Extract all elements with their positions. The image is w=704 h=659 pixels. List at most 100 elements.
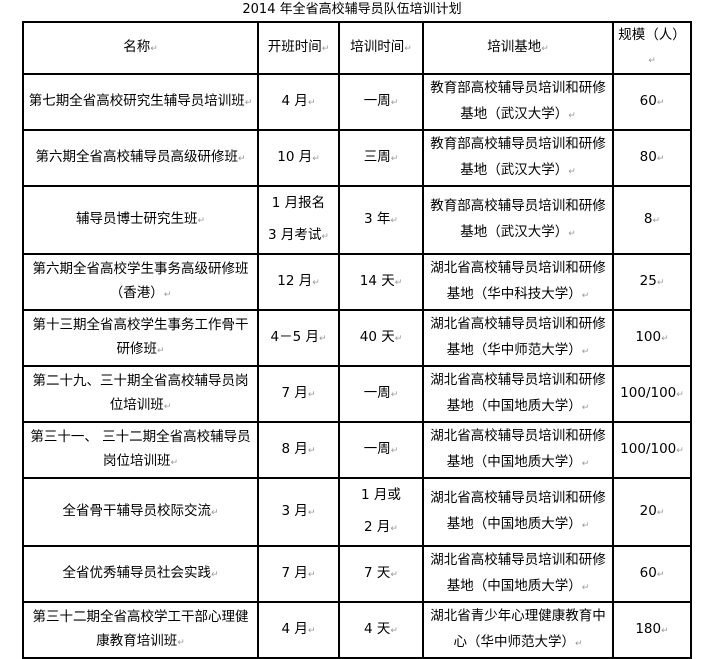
base-cell-line: 教育部高校辅导员培训和研修: [430, 198, 606, 214]
duration-cell-line: 一周: [341, 437, 421, 463]
name-cell-line: 全省优秀辅导员社会实践: [25, 561, 256, 587]
document-title: 2014 年全省高校辅导员队伍培训计划: [242, 2, 462, 17]
name-cell: 第三十二期全省高校学工干部心理健 康教育培训班: [22, 601, 259, 659]
start-cell: 8 月: [257, 421, 340, 479]
size-cell-text: 25: [640, 273, 665, 289]
base-cell-line: 基地（中国地质大学）: [425, 449, 611, 476]
duration-cell-line: 一周: [341, 89, 421, 115]
size-cell: 80: [612, 129, 692, 187]
header-name: 名称: [22, 21, 259, 75]
size-cell: 100/100: [612, 365, 692, 423]
table-row: 第六期全省高校辅导员高级研修班10 月三周教育部高校辅导员培训和研修基地（武汉大…: [22, 129, 692, 187]
base-cell-line: 基地（中国地质大学）: [425, 393, 611, 420]
base-cell-line: 湖北省高校辅导员培训和研修: [430, 428, 606, 444]
header-size: 规模（人）: [612, 21, 692, 75]
base-cell-line: 基地（华中科技大学）: [425, 281, 611, 308]
table-row: 第七期全省高校研究生辅导员培训班4 月一周教育部高校辅导员培训和研修基地（武汉大…: [22, 73, 692, 131]
start-cell-line: 3 月: [260, 499, 337, 525]
table-row: 全省骨干辅导员校际交流3 月 1 月或 2 月湖北省高校辅导员培训和研修基地（中国地…: [22, 477, 692, 547]
start-cell: 7 月: [257, 545, 340, 603]
duration-cell: 一周: [338, 421, 424, 479]
start-cell: 12 月: [257, 253, 340, 311]
table-header-row: 名称 开班时间 培训时间 培训基地 规模（人）: [22, 21, 692, 75]
start-cell-line: 7 月: [260, 381, 337, 407]
size-cell: 60: [612, 545, 692, 603]
duration-cell: 14 天: [338, 253, 424, 311]
duration-cell: 40 天: [338, 309, 424, 367]
duration-cell: 1 月或 2 月: [338, 477, 424, 547]
duration-cell-line: 3 年: [341, 207, 421, 233]
size-cell-text: 60: [640, 565, 665, 581]
size-cell-text: 100/100: [620, 385, 684, 401]
name-cell: 第七期全省高校研究生辅导员培训班: [22, 73, 259, 131]
table-row: 第三十一、 三十二期全省高校辅导员岗位培训班8 月一周湖北省高校辅导员培训和研修…: [22, 421, 692, 479]
name-cell-line: 第六期全省高校辅导员高级研修班: [25, 145, 256, 171]
base-cell-line: 湖北省高校辅导员培训和研修: [430, 490, 606, 506]
table-row: 第三十二期全省高校学工干部心理健康教育培训班4 月4 天湖北省青少年心理健康教育…: [22, 601, 692, 659]
size-cell-text: 100/100: [620, 441, 684, 457]
table-row: 辅导员博士研究生班 1 月报名 3 月考试3 年教育部高校辅导员培训和研修基地（武汉…: [22, 185, 692, 255]
size-cell-text: 100: [635, 329, 668, 345]
duration-cell: 三周: [338, 129, 424, 187]
size-cell: 60: [612, 73, 692, 131]
start-cell-line: 12 月: [260, 269, 337, 295]
duration-cell-line: 4 天: [341, 617, 421, 643]
start-cell-line: 3 月考试: [260, 219, 337, 252]
duration-cell: 3 年: [338, 185, 424, 255]
name-cell-line: 全省骨干辅导员校际交流: [25, 499, 256, 525]
base-cell-line: 湖北省青少年心理健康教育中: [430, 608, 606, 624]
header-base: 培训基地: [422, 21, 614, 75]
base-cell-line: 基地（武汉大学）: [425, 219, 611, 247]
base-cell-line: 教育部高校辅导员培训和研修: [430, 80, 606, 96]
base-cell: 湖北省高校辅导员培训和研修 基地（中国地质大学）: [422, 545, 614, 603]
size-cell: 180: [612, 601, 692, 659]
base-cell: 湖北省高校辅导员培训和研修 基地（华中师范大学）: [422, 309, 614, 367]
table-row: 全省优秀辅导员社会实践7 月7 天湖北省高校辅导员培训和研修基地（中国地质大学）…: [22, 545, 692, 603]
name-cell: 第十三期全省高校学生事务工作骨干 研修班: [22, 309, 259, 367]
start-cell: 1 月报名 3 月考试: [257, 185, 340, 255]
start-cell-line: 10 月: [260, 145, 337, 171]
training-plan-table: 名称 开班时间 培训时间 培训基地 规模（人） 第七期全省高校研究生辅导员培训班…: [22, 21, 692, 659]
base-cell: 湖北省高校辅导员培训和研修 基地（中国地质大学）: [422, 365, 614, 423]
size-cell: 100/100: [612, 421, 692, 479]
start-cell: 7 月: [257, 365, 340, 423]
base-cell-line: 基地（武汉大学）: [425, 101, 611, 128]
start-cell-line: 4 月: [260, 89, 337, 115]
start-cell: 4－5 月: [257, 309, 340, 367]
size-cell-text: 60: [640, 93, 665, 109]
base-cell-line: 教育部高校辅导员培训和研修: [430, 136, 606, 152]
base-cell: 湖北省高校辅导员培训和研修 基地（华中科技大学）: [422, 253, 614, 311]
start-cell: 4 月: [257, 73, 340, 131]
size-cell-text: 8: [644, 211, 660, 227]
size-cell: 8: [612, 185, 692, 255]
name-cell-line: 研修班: [25, 337, 256, 363]
duration-cell: 4 天: [338, 601, 424, 659]
name-cell-line: 第七期全省高校研究生辅导员培训班: [25, 89, 256, 115]
duration-cell: 一周: [338, 365, 424, 423]
duration-cell-line: 2 月: [341, 511, 421, 544]
name-cell: 第六期全省高校学生事务高级研修班 （香港）: [22, 253, 259, 311]
size-cell: 20: [612, 477, 692, 547]
start-cell-line: 7 月: [260, 561, 337, 587]
header-duration: 培训时间: [338, 21, 424, 75]
size-cell: 25: [612, 253, 692, 311]
start-cell-line: 4 月: [260, 617, 337, 643]
name-cell: 第六期全省高校辅导员高级研修班: [22, 129, 259, 187]
name-cell-line: 辅导员博士研究生班: [25, 207, 256, 233]
name-cell: 辅导员博士研究生班: [22, 185, 259, 255]
duration-cell-line: 7 天: [341, 561, 421, 587]
base-cell: 教育部高校辅导员培训和研修 基地（武汉大学）: [422, 129, 614, 187]
base-cell-line: 心（华中师范大学）: [425, 629, 611, 656]
start-cell-line: 1 月报名: [271, 195, 326, 211]
name-cell-line: 第六期全省高校学生事务高级研修班: [32, 261, 249, 277]
start-cell: 3 月: [257, 477, 340, 547]
name-cell: 第二十九、三十期全省高校辅导员岗 位培训班: [22, 365, 259, 423]
name-cell: 全省优秀辅导员社会实践: [22, 545, 259, 603]
start-cell: 10 月: [257, 129, 340, 187]
base-cell: 湖北省青少年心理健康教育中心（华中师范大学）: [422, 601, 614, 659]
name-cell-line: （香港）: [25, 281, 256, 307]
header-start: 开班时间: [257, 21, 340, 75]
base-cell: 教育部高校辅导员培训和研修基地（武汉大学）: [422, 73, 614, 131]
name-cell-line: 岗位培训班: [25, 449, 256, 475]
size-cell-text: 20: [640, 503, 665, 519]
